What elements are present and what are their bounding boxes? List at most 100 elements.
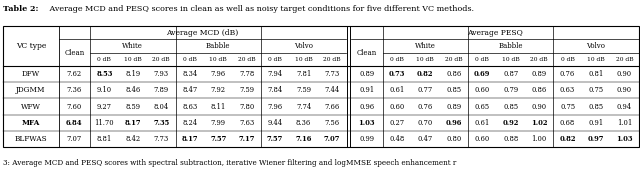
Text: Babble: Babble: [499, 42, 523, 50]
Text: 0.94: 0.94: [617, 103, 632, 111]
Text: 0.60: 0.60: [389, 103, 404, 111]
Text: MFA: MFA: [22, 119, 40, 127]
Text: 0.89: 0.89: [446, 103, 461, 111]
Text: 0.89: 0.89: [359, 70, 374, 78]
Text: 7.59: 7.59: [239, 86, 254, 94]
Text: Average MCD and PESQ scores in clean as well as noisy target conditions for five: Average MCD and PESQ scores in clean as …: [47, 5, 474, 13]
Text: 0.87: 0.87: [503, 70, 518, 78]
Text: 20 dB: 20 dB: [531, 57, 548, 62]
Text: 0 dB: 0 dB: [561, 57, 575, 62]
Text: 1.03: 1.03: [358, 119, 375, 127]
Text: White: White: [415, 42, 436, 50]
Text: 9.27: 9.27: [97, 103, 112, 111]
Text: 0.60: 0.60: [475, 86, 490, 94]
Text: 0.90: 0.90: [617, 86, 632, 94]
Text: 0 dB: 0 dB: [390, 57, 404, 62]
Text: 7.78: 7.78: [239, 70, 254, 78]
Text: 0.99: 0.99: [359, 135, 374, 143]
Text: 8.81: 8.81: [97, 135, 112, 143]
Text: 8.17: 8.17: [182, 135, 198, 143]
Text: 7.63: 7.63: [239, 119, 254, 127]
Text: 8.17: 8.17: [125, 119, 141, 127]
Text: 0.27: 0.27: [389, 119, 404, 127]
Text: 0.69: 0.69: [474, 70, 490, 78]
Text: 9.10: 9.10: [97, 86, 112, 94]
Text: 7.56: 7.56: [324, 119, 340, 127]
Text: 0.82: 0.82: [559, 135, 576, 143]
Text: 7.92: 7.92: [211, 86, 226, 94]
Text: BLFWAS: BLFWAS: [15, 135, 47, 143]
Text: 0.90: 0.90: [532, 103, 547, 111]
Text: 20 dB: 20 dB: [238, 57, 255, 62]
Text: 8.36: 8.36: [296, 119, 311, 127]
Text: Volvo: Volvo: [294, 42, 313, 50]
Text: WFW: WFW: [21, 103, 41, 111]
Text: 7.73: 7.73: [324, 70, 340, 78]
Text: 1.00: 1.00: [531, 135, 547, 143]
Text: Clean: Clean: [356, 49, 377, 57]
Text: 7.16: 7.16: [296, 135, 312, 143]
Text: 7.81: 7.81: [296, 70, 311, 78]
Text: 8.04: 8.04: [154, 103, 169, 111]
Text: 0 dB: 0 dB: [97, 57, 111, 62]
Text: 0.65: 0.65: [475, 103, 490, 111]
Text: 7.36: 7.36: [67, 86, 82, 94]
Text: 8.59: 8.59: [125, 103, 140, 111]
Text: Volvo: Volvo: [586, 42, 605, 50]
Text: 7.89: 7.89: [154, 86, 169, 94]
Text: 8.24: 8.24: [182, 119, 197, 127]
Text: 0.91: 0.91: [588, 119, 604, 127]
Text: 0.90: 0.90: [617, 70, 632, 78]
Text: 20 dB: 20 dB: [323, 57, 341, 62]
Text: 7.93: 7.93: [154, 70, 169, 78]
Text: 0.70: 0.70: [418, 119, 433, 127]
Text: 0 dB: 0 dB: [268, 57, 282, 62]
Text: 0.75: 0.75: [588, 86, 604, 94]
Text: 8.53: 8.53: [96, 70, 113, 78]
Text: 0.75: 0.75: [560, 103, 575, 111]
Text: 7.07: 7.07: [324, 135, 340, 143]
Text: 0.89: 0.89: [532, 70, 547, 78]
Text: 0.85: 0.85: [588, 103, 604, 111]
Text: 0.81: 0.81: [588, 70, 604, 78]
Text: Clean: Clean: [64, 49, 84, 57]
Text: 7.57: 7.57: [210, 135, 227, 143]
Text: 7.99: 7.99: [211, 119, 226, 127]
Text: 8.34: 8.34: [182, 70, 197, 78]
Text: 11.70: 11.70: [95, 119, 114, 127]
Text: 10 dB: 10 dB: [294, 57, 312, 62]
Text: 7.96: 7.96: [211, 70, 226, 78]
Text: 8.19: 8.19: [125, 70, 140, 78]
Text: 0.61: 0.61: [475, 119, 490, 127]
Text: White: White: [122, 42, 143, 50]
Text: 0.96: 0.96: [359, 103, 374, 111]
Text: 0.47: 0.47: [418, 135, 433, 143]
Text: 10 dB: 10 dB: [209, 57, 227, 62]
Text: 7.96: 7.96: [268, 103, 283, 111]
Text: 1.03: 1.03: [616, 135, 633, 143]
Text: 7.35: 7.35: [153, 119, 170, 127]
Text: 7.84: 7.84: [268, 86, 283, 94]
Text: 8.11: 8.11: [211, 103, 226, 111]
Text: VC type: VC type: [15, 42, 46, 50]
Text: 1.01: 1.01: [617, 119, 632, 127]
Text: 7.74: 7.74: [296, 103, 311, 111]
Text: 0.61: 0.61: [389, 86, 404, 94]
Text: 0 dB: 0 dB: [476, 57, 489, 62]
Text: 0.76: 0.76: [418, 103, 433, 111]
Text: Table 2:: Table 2:: [3, 5, 38, 13]
Text: JDGMM: JDGMM: [16, 86, 45, 94]
Text: Average MCD (dB): Average MCD (dB): [166, 29, 239, 37]
Text: 8.47: 8.47: [182, 86, 197, 94]
Text: 0.86: 0.86: [446, 70, 461, 78]
Text: 0.96: 0.96: [445, 119, 462, 127]
Text: 20 dB: 20 dB: [445, 57, 463, 62]
Text: Babble: Babble: [206, 42, 230, 50]
Text: 8.42: 8.42: [125, 135, 140, 143]
Text: 9.44: 9.44: [268, 119, 283, 127]
Text: 0.68: 0.68: [560, 119, 575, 127]
Text: 0.82: 0.82: [417, 70, 433, 78]
Text: 0.88: 0.88: [503, 135, 518, 143]
Text: 10 dB: 10 dB: [417, 57, 434, 62]
Text: 0.79: 0.79: [503, 86, 518, 94]
